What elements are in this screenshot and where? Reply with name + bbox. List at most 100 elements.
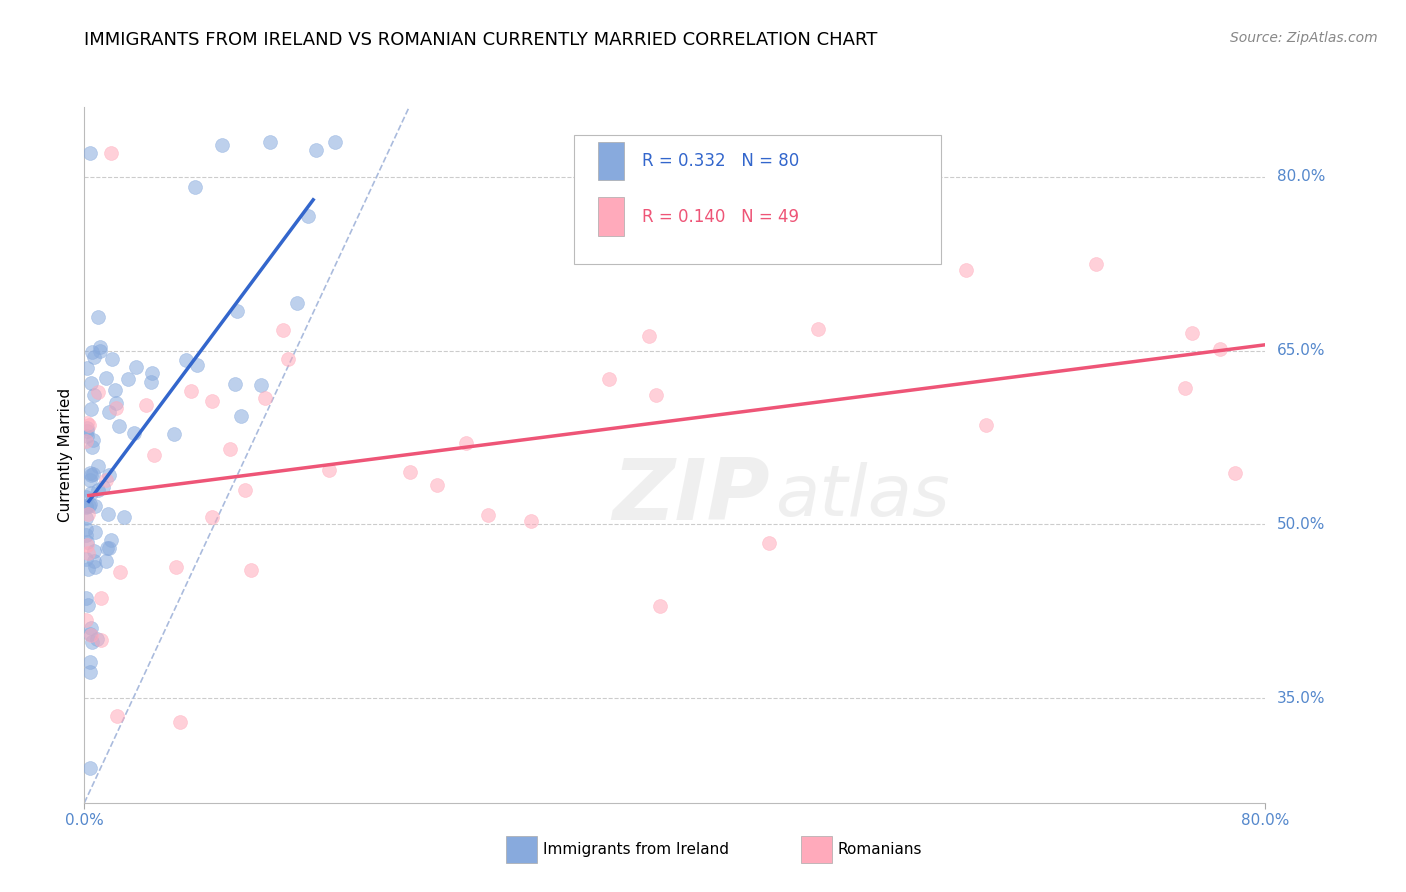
Point: [76, 538, 98, 552]
Point: [96, 541, 118, 555]
Point: [108, 566, 131, 580]
Point: [75, 552, 97, 566]
Point: [253, 391, 276, 405]
Point: [79, 402, 101, 417]
Point: [86, 384, 108, 399]
Point: [143, 448, 166, 462]
Point: [638, 329, 661, 343]
Point: [82, 467, 104, 482]
Point: [97, 541, 120, 556]
Point: [86, 632, 108, 647]
Point: [104, 383, 127, 397]
Point: [80, 622, 103, 636]
Point: [125, 359, 148, 374]
Point: [180, 384, 202, 398]
Point: [758, 535, 780, 549]
Point: [76, 361, 98, 376]
Point: [598, 372, 620, 386]
Point: [169, 714, 191, 729]
Point: [83, 499, 105, 513]
Point: [77, 500, 100, 514]
FancyBboxPatch shape: [575, 135, 941, 263]
Point: [89, 343, 111, 358]
Point: [100, 146, 122, 161]
Point: [399, 465, 422, 479]
Point: [96, 507, 118, 521]
Point: [273, 323, 295, 337]
Point: [96, 554, 118, 568]
Point: [76, 535, 98, 549]
Point: [90, 591, 112, 606]
Point: [456, 435, 478, 450]
Point: [82, 441, 104, 455]
FancyBboxPatch shape: [598, 197, 624, 235]
Point: [165, 559, 187, 574]
Point: [89, 340, 111, 354]
Point: [75, 490, 97, 504]
Point: [259, 135, 281, 149]
Point: [84, 560, 107, 574]
Point: [955, 263, 977, 277]
Point: [323, 135, 346, 149]
Point: [75, 434, 97, 449]
Text: Source: ZipAtlas.com: Source: ZipAtlas.com: [1230, 31, 1378, 45]
Text: ZIP: ZIP: [612, 455, 769, 538]
Point: [112, 510, 135, 524]
Point: [287, 295, 309, 310]
Point: [87, 458, 110, 473]
Point: [79, 497, 101, 511]
Point: [76, 425, 98, 439]
Point: [91, 480, 114, 494]
Point: [141, 366, 163, 380]
Point: [75, 528, 97, 542]
Point: [80, 635, 103, 649]
Point: [277, 351, 299, 366]
Text: Romanians: Romanians: [838, 842, 922, 856]
Point: [80, 486, 103, 500]
Point: [122, 426, 145, 441]
Point: [96, 473, 118, 487]
Point: [648, 599, 672, 613]
Point: [76, 562, 98, 576]
Point: [80, 376, 103, 391]
Point: [75, 591, 97, 605]
Point: [80, 467, 103, 482]
Point: [1180, 326, 1202, 340]
Point: [83, 554, 105, 568]
Point: [105, 396, 128, 410]
Point: [163, 426, 186, 441]
Point: [79, 146, 101, 161]
Point: [79, 665, 101, 680]
Point: [98, 405, 121, 419]
Point: [297, 209, 319, 223]
Point: [75, 499, 97, 513]
Point: [83, 388, 105, 402]
Point: [117, 372, 139, 386]
Point: [807, 321, 830, 335]
Point: [94, 371, 117, 385]
Point: [79, 626, 101, 640]
Point: [249, 378, 271, 392]
Point: [76, 421, 98, 435]
Point: [174, 353, 197, 368]
Point: [907, 146, 929, 161]
Point: [240, 562, 263, 576]
Point: [105, 708, 128, 723]
Point: [201, 394, 224, 409]
Point: [90, 633, 112, 648]
Text: atlas: atlas: [775, 462, 950, 531]
Point: [135, 398, 157, 412]
Point: [79, 473, 101, 487]
Point: [201, 509, 224, 524]
Point: [519, 514, 541, 528]
Point: [79, 655, 101, 669]
Point: [82, 434, 104, 448]
Point: [76, 417, 98, 431]
Point: [1223, 467, 1246, 481]
Point: [105, 401, 128, 416]
Point: [1209, 343, 1232, 357]
Point: [87, 483, 110, 497]
Text: IMMIGRANTS FROM IRELAND VS ROMANIAN CURRENTLY MARRIED CORRELATION CHART: IMMIGRANTS FROM IRELAND VS ROMANIAN CURR…: [84, 31, 877, 49]
Text: 50.0%: 50.0%: [1277, 517, 1324, 532]
Point: [101, 351, 124, 366]
